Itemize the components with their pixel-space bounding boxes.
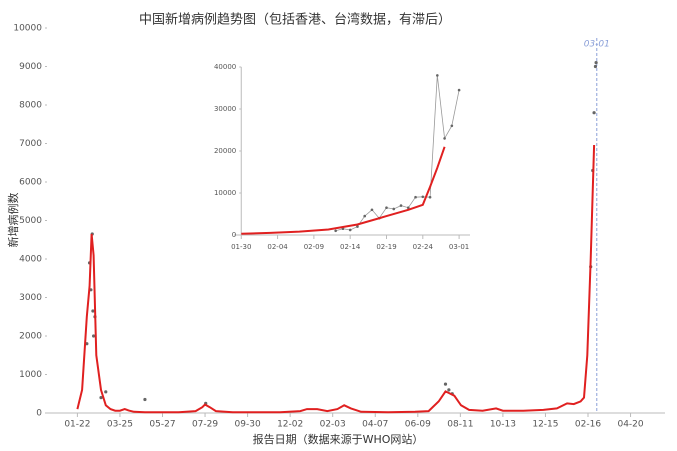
data-point [348, 228, 352, 232]
y-tick-label: 0 [232, 231, 236, 239]
y-axis-title: 新增病例数 [6, 193, 20, 248]
y-tick-label: 40000 [214, 63, 236, 71]
y-tick-label: 20000 [214, 147, 236, 155]
data-point [592, 111, 596, 115]
y-tick-label: 0 [36, 409, 42, 419]
series-line [241, 146, 446, 235]
data-point [363, 214, 367, 218]
data-point [334, 229, 337, 233]
data-point [399, 204, 403, 207]
x-tick-label: 02-04 [267, 243, 288, 251]
y-tick-label: 2000 [19, 332, 42, 342]
series-line [335, 75, 460, 232]
series-line [76, 144, 596, 414]
y-tick-label: 6000 [19, 178, 42, 188]
x-tick-label: 03-25 [107, 420, 133, 430]
data-point [447, 388, 451, 392]
data-point [450, 124, 454, 128]
x-tick-label: 02-16 [575, 420, 601, 430]
y-tick-label: 7000 [19, 139, 42, 149]
y-tick-label: 10000 [13, 24, 42, 34]
x-tick-label: 08-11 [447, 420, 473, 430]
data-point [143, 397, 147, 402]
data-point [428, 195, 432, 199]
data-point [414, 195, 417, 199]
x-tick-label: 07-29 [192, 420, 218, 430]
y-tick-label: 8000 [19, 101, 42, 111]
y-tick-label: 9000 [19, 62, 42, 72]
x-tick-label: 03-01 [449, 243, 469, 251]
data-point [99, 396, 103, 400]
x-axis-title: 报告日期（数据来源于WHO网站） [253, 432, 424, 446]
data-point [593, 64, 598, 69]
y-tick-label: 10000 [214, 189, 236, 197]
x-tick-label: 06-09 [405, 420, 431, 430]
y-tick-label: 5000 [19, 216, 42, 226]
data-point [385, 206, 388, 209]
x-tick-label: 04-20 [617, 420, 643, 430]
y-tick-label: 3000 [19, 293, 42, 303]
y-tick-label: 1000 [19, 370, 42, 380]
data-point [92, 334, 96, 338]
data-point [443, 382, 448, 386]
x-tick-label: 01-22 [64, 420, 90, 430]
x-tick-label: 12-02 [277, 420, 303, 430]
data-point [436, 74, 439, 77]
x-tick-label: 02-03 [320, 420, 346, 430]
data-point [443, 137, 446, 140]
x-tick-label: 02-09 [304, 243, 324, 251]
x-tick-label: 10-13 [490, 420, 516, 430]
y-tick-label: 30000 [214, 105, 236, 113]
data-point [406, 206, 410, 209]
data-point [392, 207, 396, 211]
data-point [356, 225, 359, 228]
x-tick-label: 01-30 [231, 243, 251, 251]
x-tick-label: 05-27 [149, 420, 175, 430]
x-tick-label: 09-30 [235, 420, 261, 430]
data-point [594, 61, 598, 65]
data-point [421, 195, 425, 199]
x-tick-label: 02-14 [340, 243, 361, 251]
y-tick-label: 4000 [19, 255, 42, 265]
data-point [370, 208, 374, 212]
data-point [104, 390, 108, 394]
x-tick-label: 12-15 [532, 420, 558, 430]
x-tick-label: 02-19 [376, 243, 396, 251]
annotation-label: 03-01 [584, 40, 610, 50]
chart-title: 中国新增病例趋势图（包括香港、台湾数据，有滞后） [139, 12, 451, 28]
x-tick-label: 04-07 [362, 420, 388, 430]
data-point [91, 309, 95, 313]
x-tick-label: 02-24 [413, 243, 434, 251]
data-point [457, 88, 461, 92]
